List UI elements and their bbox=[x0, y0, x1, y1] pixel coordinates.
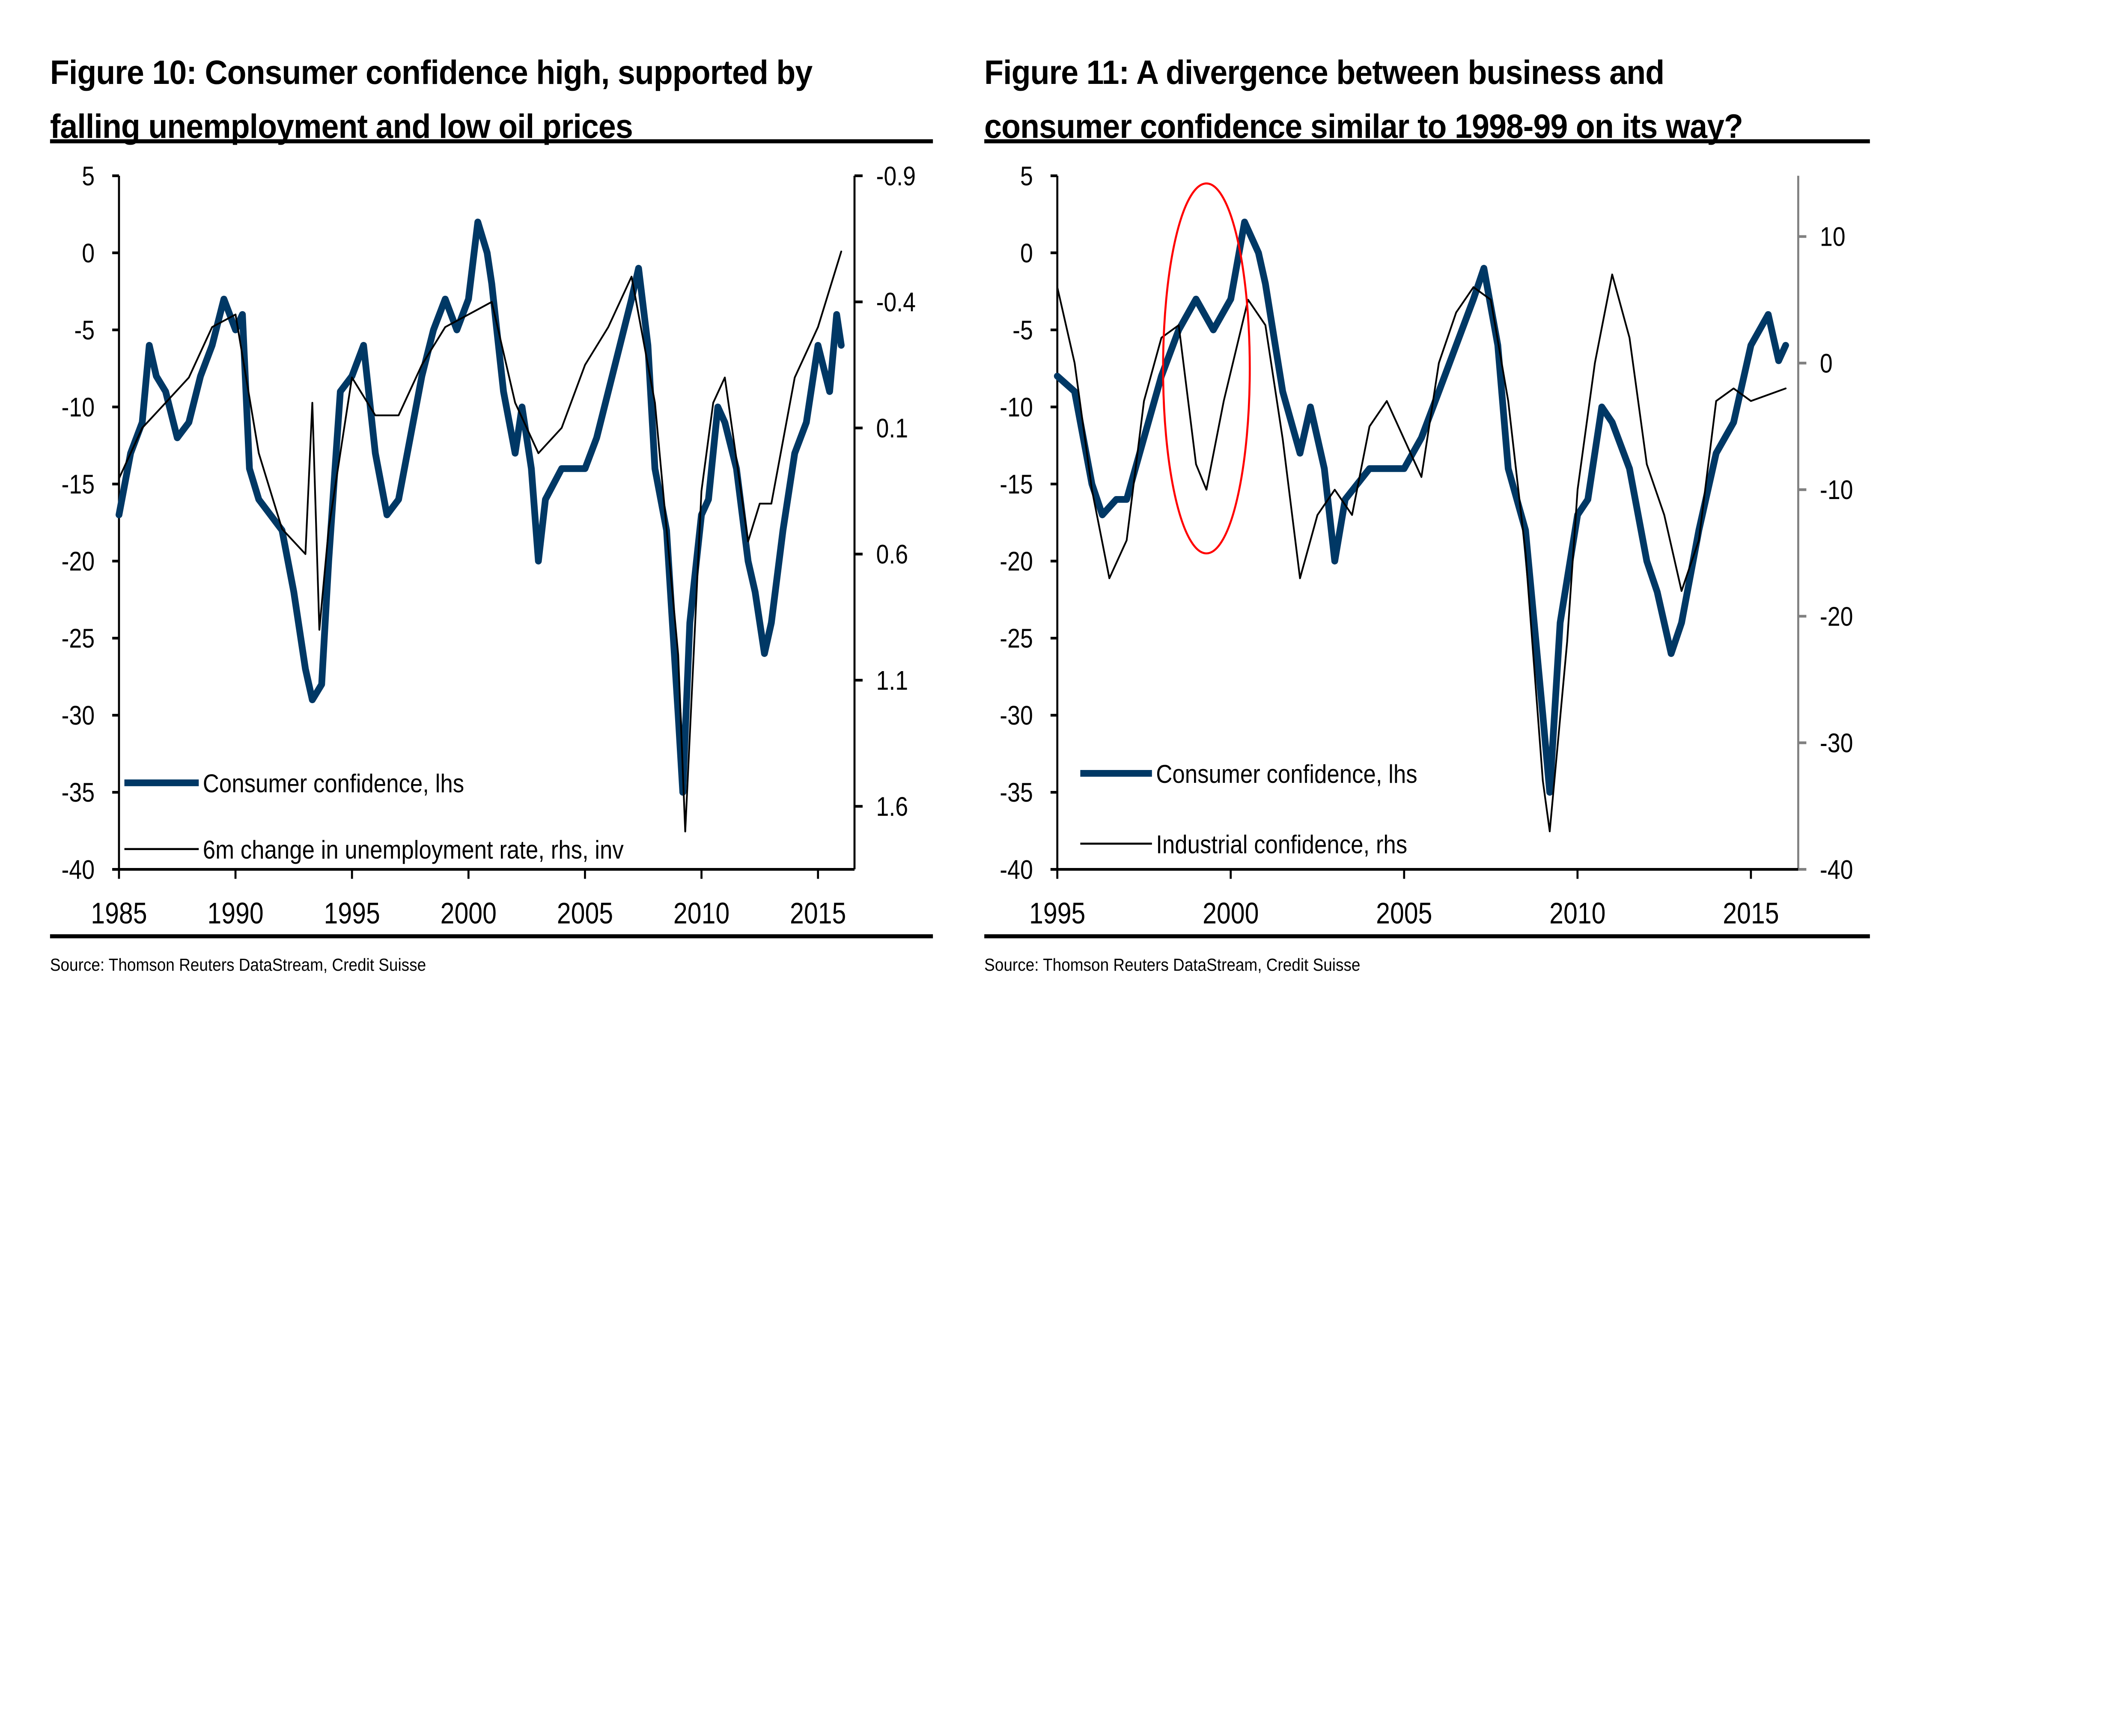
left-tick-label: 5 bbox=[1020, 161, 1033, 191]
right-tick-label: 0 bbox=[1820, 348, 1833, 378]
legend-label-secondary: Industrial confidence, rhs bbox=[1156, 830, 1407, 859]
right-tick-label: -0.9 bbox=[876, 161, 916, 191]
right-tick-label: 1.6 bbox=[876, 792, 908, 822]
series-line-unemployment-change bbox=[118, 250, 843, 832]
right-tick-label: 0.6 bbox=[876, 540, 908, 570]
left-tick-label: -5 bbox=[74, 315, 95, 345]
figure-10-top-rule bbox=[50, 139, 933, 143]
left-tick-label: 0 bbox=[82, 238, 95, 268]
legend-label-consumer-confidence: Consumer confidence, lhs bbox=[1156, 760, 1417, 788]
left-tick-label: -35 bbox=[1000, 778, 1033, 808]
figure-11-bottom-rule bbox=[984, 934, 1870, 939]
series-line-industrial-confidence bbox=[1056, 273, 1787, 832]
x-tick-label: 1985 bbox=[91, 897, 147, 930]
left-tick-label: -15 bbox=[61, 470, 95, 499]
figure-10-title: Figure 10: Consumer confidence high, sup… bbox=[50, 46, 813, 154]
left-tick-label: -15 bbox=[1000, 470, 1033, 499]
left-tick-label: -5 bbox=[1012, 315, 1033, 345]
left-tick-label: 0 bbox=[1020, 238, 1033, 268]
x-tick-label: 2005 bbox=[1376, 897, 1432, 930]
left-tick-label: -10 bbox=[1000, 392, 1033, 422]
right-tick-label: -0.4 bbox=[876, 287, 916, 317]
left-tick-label: -30 bbox=[61, 701, 95, 731]
right-tick-label: 10 bbox=[1820, 222, 1846, 252]
right-tick-label: 0.1 bbox=[876, 413, 908, 443]
left-tick-label: -30 bbox=[1000, 701, 1033, 731]
figure-11-title-line1: Figure 11: A divergence between business… bbox=[984, 54, 1664, 92]
x-tick-label: 2005 bbox=[557, 897, 613, 930]
legend-label-secondary: 6m change in unemployment rate, rhs, inv bbox=[203, 835, 624, 864]
x-tick-label: 2000 bbox=[441, 897, 497, 930]
x-tick-label: 2010 bbox=[1549, 897, 1605, 930]
x-tick-label: 1995 bbox=[324, 897, 380, 930]
left-tick-label: -25 bbox=[61, 624, 95, 654]
left-tick-label: -25 bbox=[1000, 624, 1033, 654]
left-tick-label: 5 bbox=[82, 161, 95, 191]
x-tick-label: 2015 bbox=[790, 897, 846, 930]
left-tick-label: -40 bbox=[61, 855, 95, 885]
left-tick-label: -20 bbox=[1000, 547, 1033, 577]
series-line-consumer-confidence bbox=[1054, 218, 1789, 796]
series-line-consumer-confidence bbox=[116, 218, 845, 796]
right-tick-label: 1.1 bbox=[876, 666, 908, 696]
figure-10-bottom-rule bbox=[50, 934, 933, 939]
right-tick-label: -40 bbox=[1820, 855, 1853, 885]
legend-label-consumer-confidence: Consumer confidence, lhs bbox=[203, 769, 464, 798]
left-tick-label: -40 bbox=[1000, 855, 1033, 885]
x-tick-label: 1995 bbox=[1029, 897, 1085, 930]
left-tick-label: -20 bbox=[61, 547, 95, 577]
figure-11-source: Source: Thomson Reuters DataStream, Cred… bbox=[984, 954, 1361, 975]
left-tick-label: -10 bbox=[61, 392, 95, 422]
figure-10-title-line1: Figure 10: Consumer confidence high, sup… bbox=[50, 54, 813, 92]
x-tick-label: 2000 bbox=[1203, 897, 1259, 930]
x-tick-label: 2010 bbox=[673, 897, 729, 930]
x-tick-label: 1990 bbox=[207, 897, 263, 930]
right-tick-label: -30 bbox=[1820, 728, 1853, 758]
left-tick-label: -35 bbox=[61, 778, 95, 808]
figure-11-top-rule bbox=[984, 139, 1870, 143]
x-tick-label: 2015 bbox=[1723, 897, 1779, 930]
right-tick-label: -20 bbox=[1820, 602, 1853, 632]
highlight-ellipse bbox=[1162, 182, 1251, 555]
right-tick-label: -10 bbox=[1820, 475, 1853, 505]
figure-10-source: Source: Thomson Reuters DataStream, Cred… bbox=[50, 954, 426, 975]
